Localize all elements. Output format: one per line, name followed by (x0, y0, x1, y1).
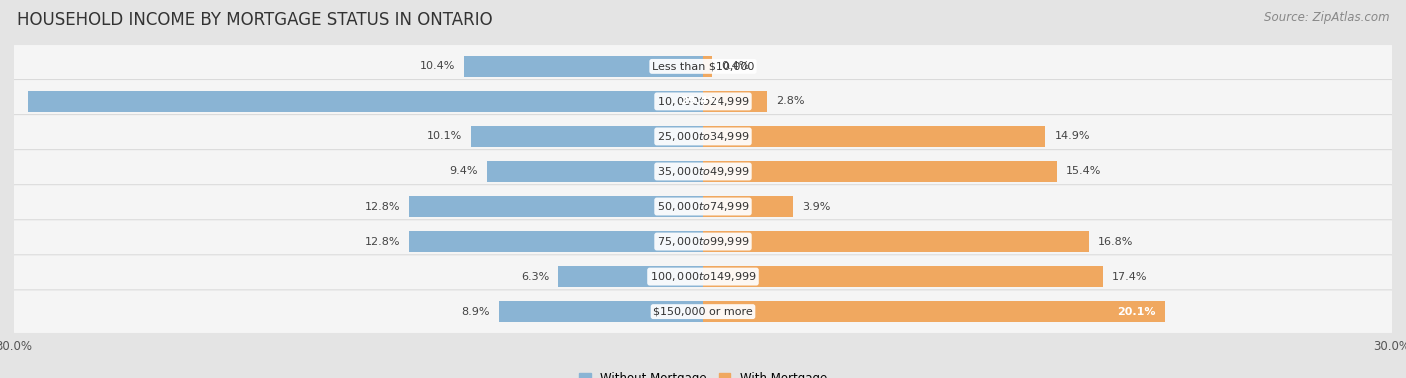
FancyBboxPatch shape (11, 115, 1395, 158)
Bar (703, 91, 768, 112)
Bar (486, 161, 703, 182)
Bar (471, 126, 703, 147)
Text: 0.4%: 0.4% (721, 61, 749, 71)
Text: 12.8%: 12.8% (364, 237, 399, 246)
Text: 3.9%: 3.9% (801, 201, 830, 212)
Bar (703, 126, 1045, 147)
Text: $50,000 to $74,999: $50,000 to $74,999 (657, 200, 749, 213)
Bar (703, 266, 1102, 287)
Text: $35,000 to $49,999: $35,000 to $49,999 (657, 165, 749, 178)
Text: Source: ZipAtlas.com: Source: ZipAtlas.com (1264, 11, 1389, 24)
Text: 8.9%: 8.9% (461, 307, 489, 317)
FancyBboxPatch shape (11, 290, 1395, 333)
Text: $25,000 to $34,999: $25,000 to $34,999 (657, 130, 749, 143)
Text: $75,000 to $99,999: $75,000 to $99,999 (657, 235, 749, 248)
Text: 29.4%: 29.4% (681, 96, 718, 107)
Text: $150,000 or more: $150,000 or more (654, 307, 752, 317)
Bar (409, 196, 703, 217)
FancyBboxPatch shape (11, 220, 1395, 263)
Text: 10.4%: 10.4% (419, 61, 456, 71)
FancyBboxPatch shape (11, 80, 1395, 123)
FancyBboxPatch shape (11, 255, 1395, 298)
Text: 12.8%: 12.8% (364, 201, 399, 212)
Text: 20.1%: 20.1% (1116, 307, 1156, 317)
Text: 17.4%: 17.4% (1112, 271, 1147, 282)
Text: 16.8%: 16.8% (1098, 237, 1133, 246)
Bar (703, 231, 1088, 252)
Bar (703, 56, 713, 76)
Text: 6.3%: 6.3% (520, 271, 550, 282)
Bar (28, 91, 703, 112)
Text: 15.4%: 15.4% (1066, 166, 1101, 177)
Bar (409, 231, 703, 252)
Text: Less than $10,000: Less than $10,000 (652, 61, 754, 71)
Bar (558, 266, 703, 287)
Text: $10,000 to $24,999: $10,000 to $24,999 (657, 95, 749, 108)
Text: 10.1%: 10.1% (426, 132, 461, 141)
FancyBboxPatch shape (11, 45, 1395, 88)
Text: 2.8%: 2.8% (776, 96, 806, 107)
Text: $100,000 to $149,999: $100,000 to $149,999 (650, 270, 756, 283)
Bar (499, 302, 703, 322)
FancyBboxPatch shape (11, 150, 1395, 193)
Bar (703, 161, 1057, 182)
Text: HOUSEHOLD INCOME BY MORTGAGE STATUS IN ONTARIO: HOUSEHOLD INCOME BY MORTGAGE STATUS IN O… (17, 11, 492, 29)
Bar (464, 56, 703, 76)
Legend: Without Mortgage, With Mortgage: Without Mortgage, With Mortgage (574, 367, 832, 378)
Text: 14.9%: 14.9% (1054, 132, 1090, 141)
FancyBboxPatch shape (11, 185, 1395, 228)
Bar (703, 302, 1164, 322)
Text: 9.4%: 9.4% (450, 166, 478, 177)
Bar (703, 196, 793, 217)
